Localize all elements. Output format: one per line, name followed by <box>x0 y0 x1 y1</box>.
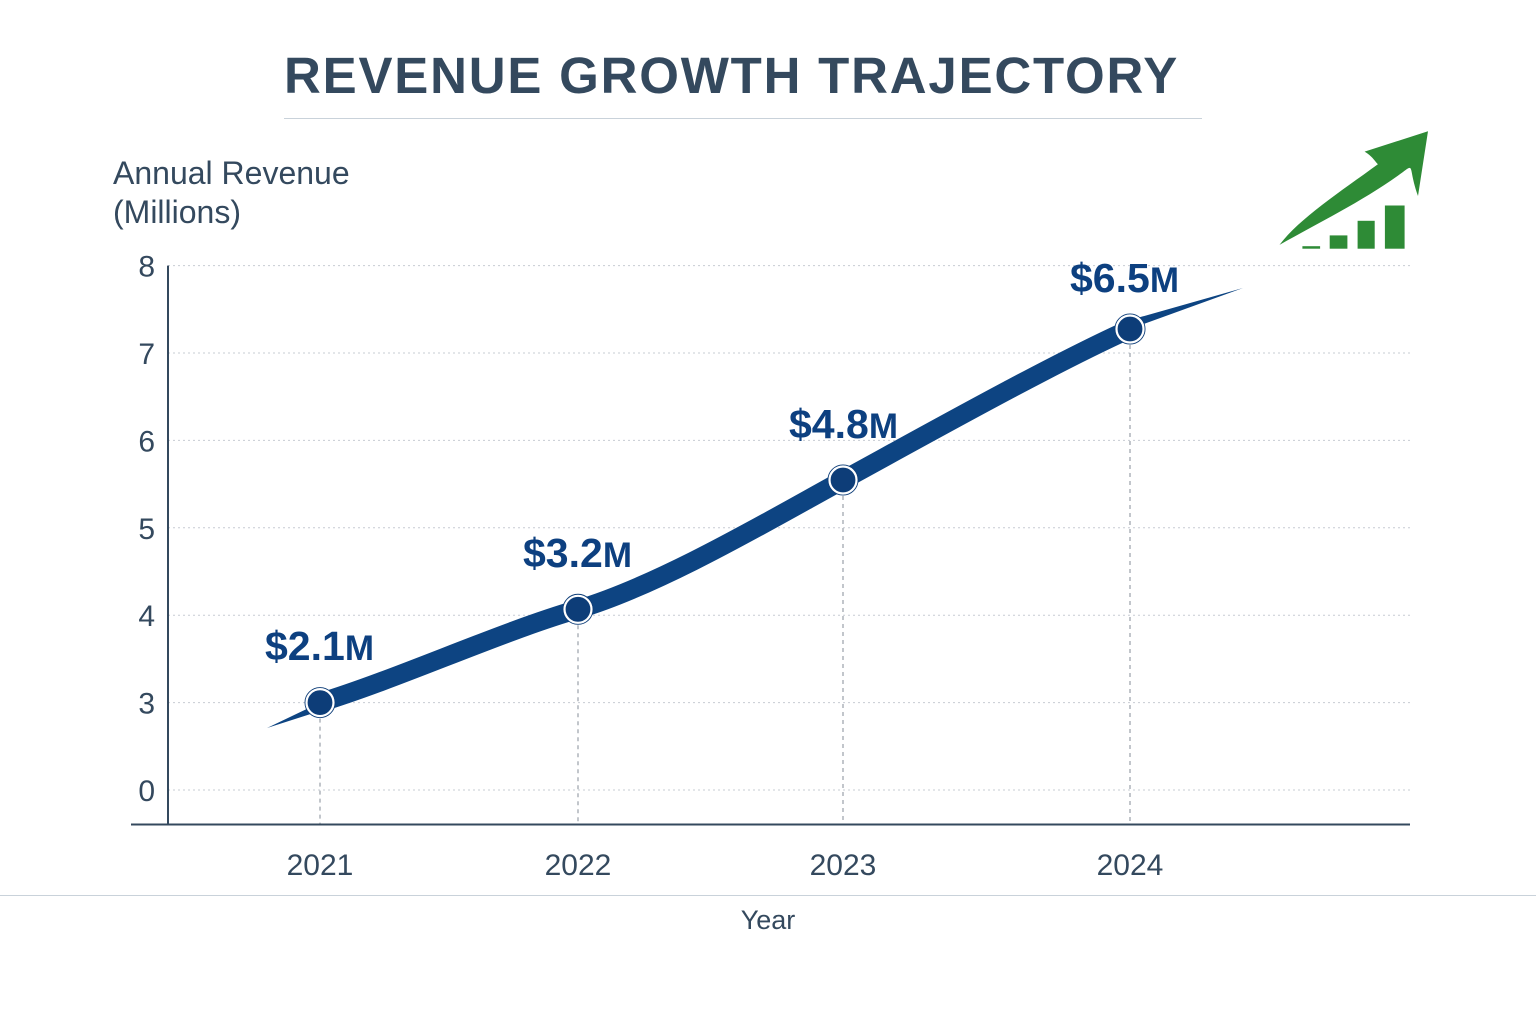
svg-text:6: 6 <box>138 425 155 458</box>
svg-text:2024: 2024 <box>1097 849 1164 882</box>
svg-text:2022: 2022 <box>545 849 612 882</box>
svg-text:8: 8 <box>138 251 155 284</box>
svg-text:$2.1M: $2.1M <box>265 623 374 669</box>
svg-text:7: 7 <box>138 338 155 371</box>
svg-text:3: 3 <box>138 688 155 721</box>
svg-text:$3.2M: $3.2M <box>523 530 632 576</box>
svg-text:2021: 2021 <box>287 849 354 882</box>
svg-text:$6.5M: $6.5M <box>1070 255 1179 301</box>
svg-text:$4.8M: $4.8M <box>789 401 898 447</box>
svg-text:2023: 2023 <box>810 849 877 882</box>
svg-text:5: 5 <box>138 513 155 546</box>
svg-text:4: 4 <box>138 600 155 633</box>
svg-text:0: 0 <box>138 775 155 808</box>
